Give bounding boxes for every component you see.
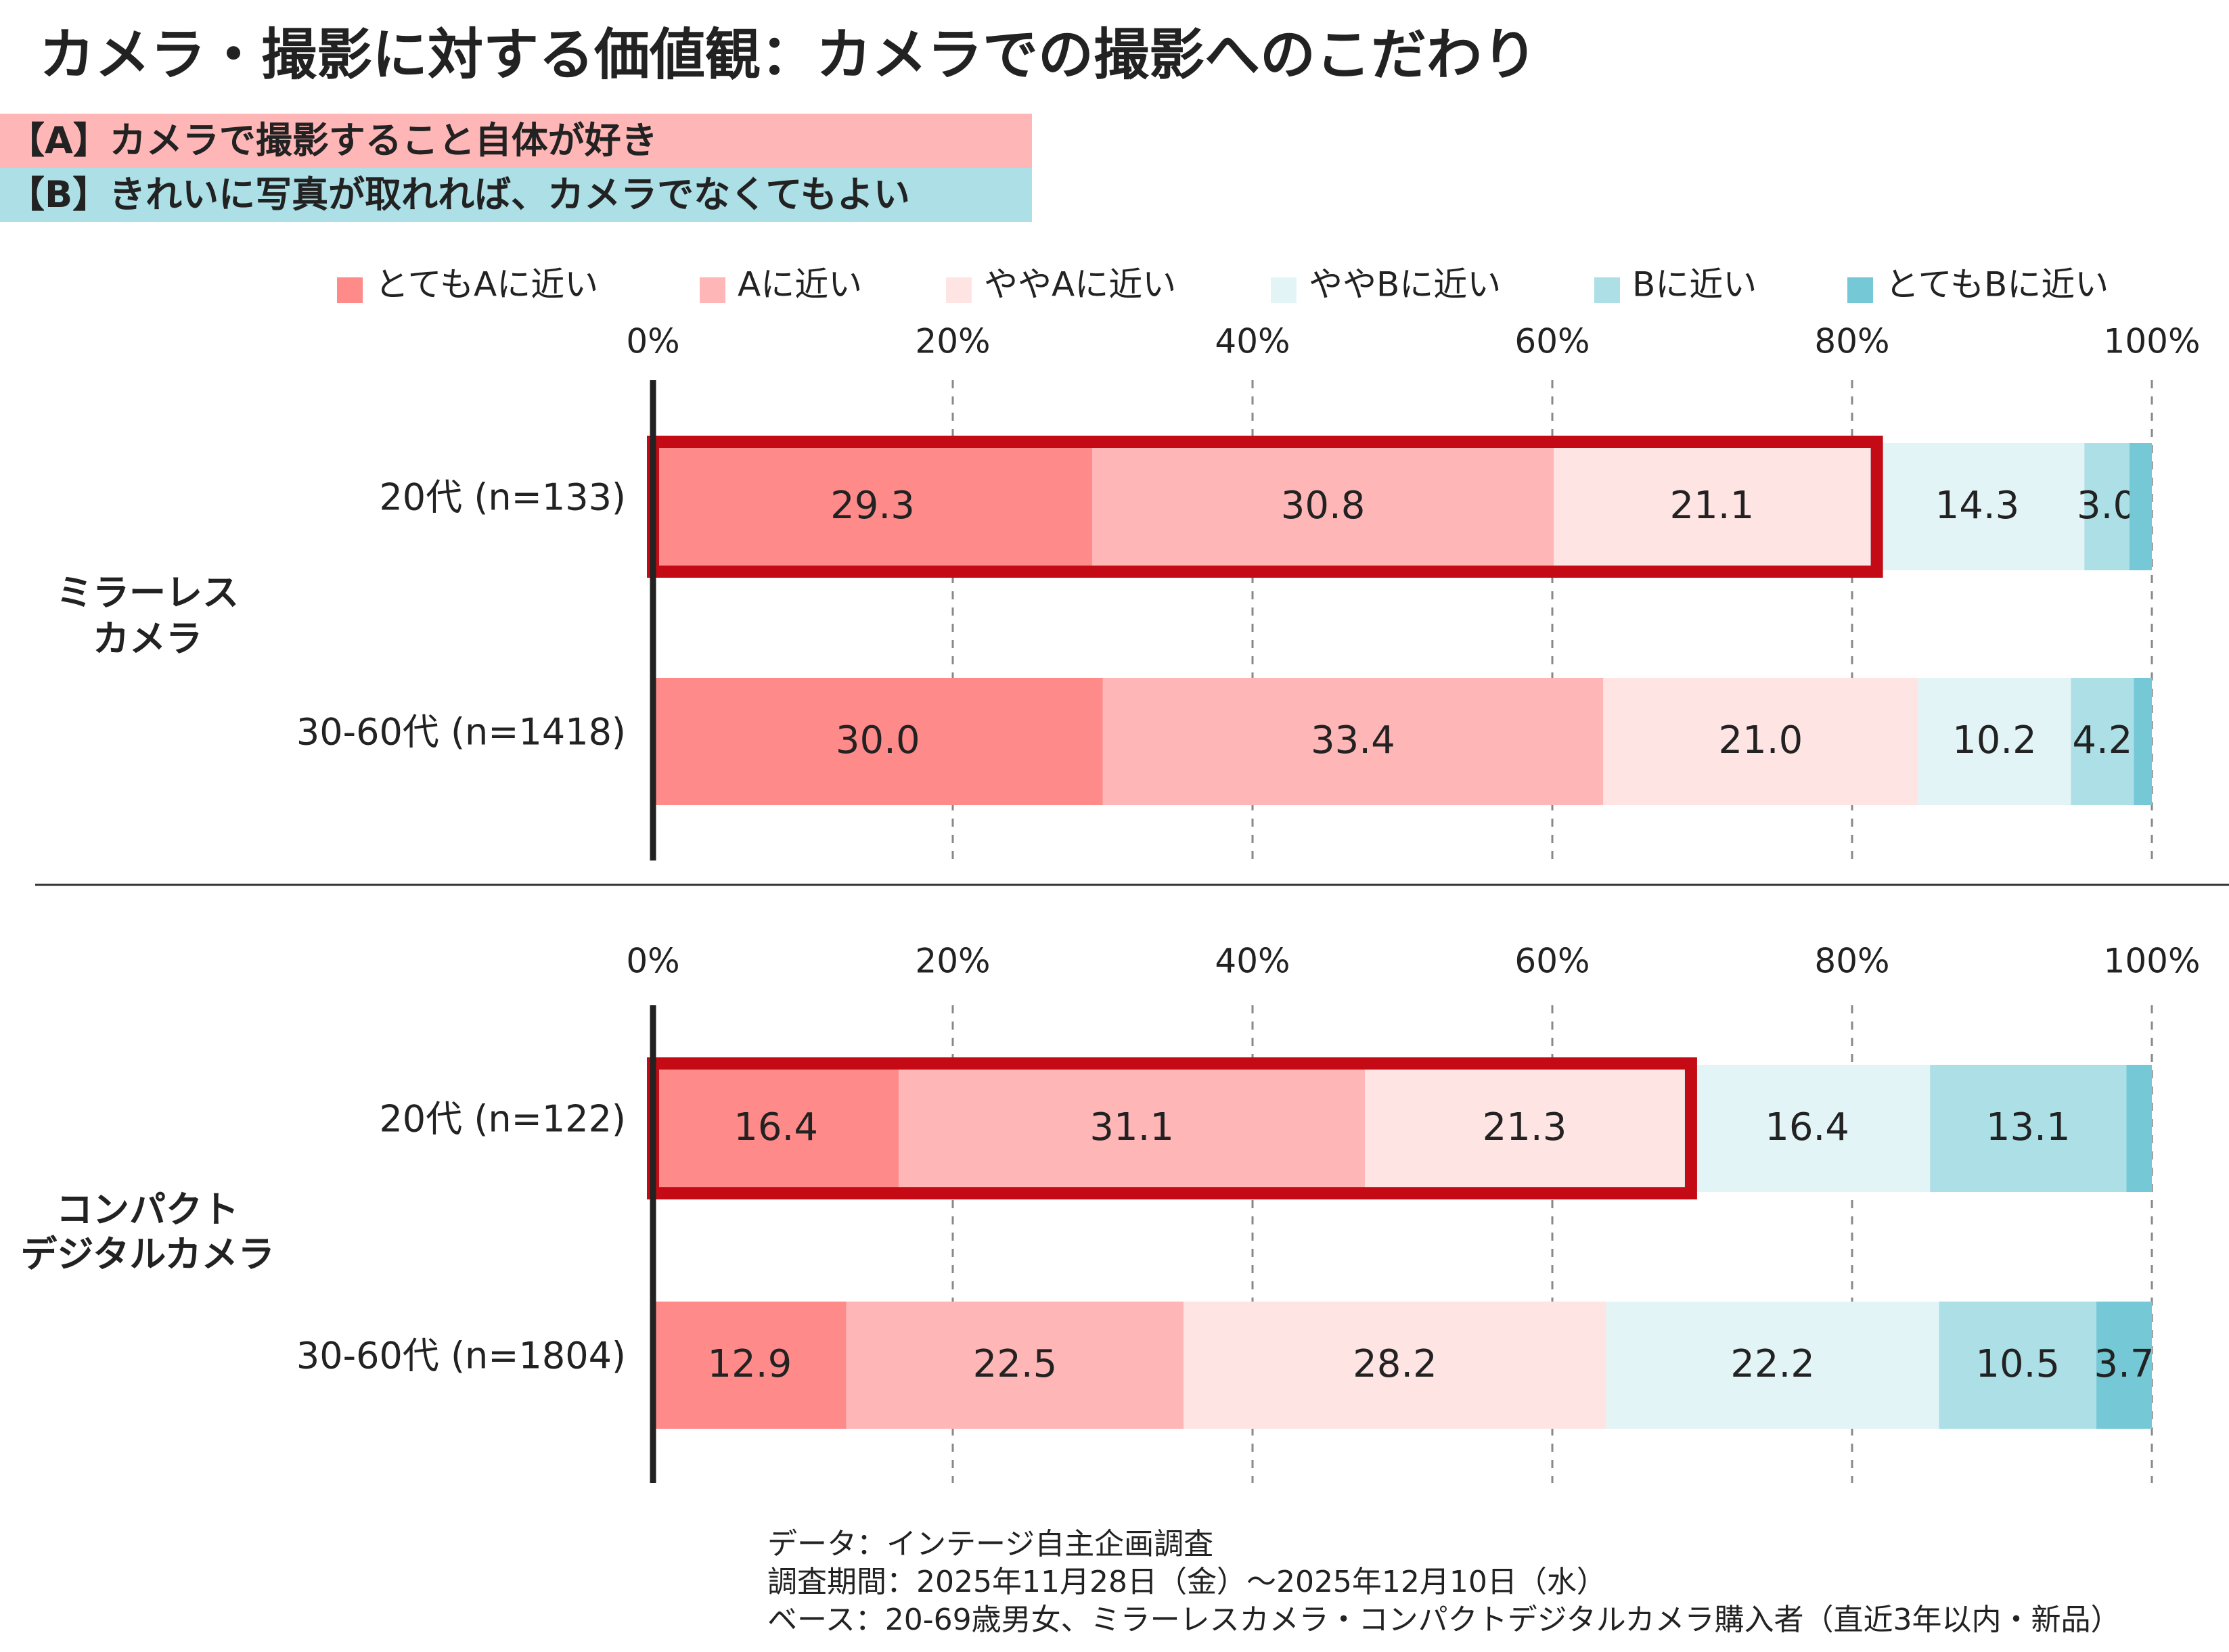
bar-segment-1-2-6 [2134, 678, 2152, 805]
bar-segment-2-1-6 [2126, 1065, 2152, 1192]
data-label-1-2-1: 30.0 [836, 718, 920, 762]
data-label-1-2-5: 4.2 [2072, 718, 2132, 762]
row-label-2-1: 20代 (n=122) [379, 1098, 626, 1141]
tick-label-2-3: 60% [1514, 942, 1590, 981]
group-label-1-line1: ミラーレス [56, 572, 239, 614]
data-label-2-2-6: 3.7 [2094, 1342, 2154, 1386]
group-label-2-line2: デジタルカメラ [20, 1233, 274, 1276]
bar-segment-1-2-5 [2071, 678, 2134, 805]
tick-label-2-1: 20% [915, 942, 990, 981]
data-label-2-2-5: 10.5 [1975, 1342, 2060, 1386]
row-label-1-2: 30-60代 (n=1418) [296, 711, 626, 754]
data-label-1-1-5: 3.0 [2077, 484, 2137, 528]
bar-segment-2-2-5 [1939, 1302, 2097, 1429]
bar-segment-2-2-3 [1184, 1302, 1606, 1429]
bar-segment-1-1-5 [2084, 443, 2130, 570]
tick-label-1-3: 60% [1514, 322, 1590, 361]
statement-b-band: 【B】きれいに写真が取れれば、カメラでなくてもよい [0, 168, 1032, 222]
bar-segment-1-1-1 [653, 443, 1092, 570]
bar-segment-2-1-1 [653, 1065, 899, 1192]
bar-segment-1-2-2 [1102, 678, 1604, 805]
data-label-1-1-3: 21.1 [1670, 484, 1755, 528]
legend-label-4: ややBに近い [1309, 265, 1501, 304]
note-data-source: データ：インテージ自主企画調査 [767, 1527, 1214, 1561]
data-label-1-2-2: 33.4 [1311, 718, 1395, 762]
data-label-2-2-1: 12.9 [708, 1342, 792, 1386]
legend-swatch-5 [1594, 277, 1620, 303]
group-label-2-line1: コンパクト [56, 1189, 239, 1231]
data-label-2-1-4: 16.4 [1765, 1105, 1849, 1149]
legend-swatch-4 [1271, 277, 1297, 303]
bar-segment-2-1-3 [1365, 1065, 1684, 1192]
row-label-1-1: 20代 (n=133) [379, 476, 626, 519]
bar-segment-2-1-5 [1930, 1065, 2127, 1192]
data-label-2-2-2: 22.5 [973, 1342, 1058, 1386]
tick-label-2-5: 100% [2104, 942, 2201, 981]
data-label-1-2-3: 21.0 [1719, 718, 1803, 762]
tick-label-2-0: 0% [626, 942, 679, 981]
legend-swatch-3 [946, 277, 972, 303]
tick-label-1-1: 20% [915, 322, 990, 361]
bar-segment-1-1-6 [2129, 443, 2152, 570]
bar-segment-1-2-1 [653, 678, 1103, 805]
legend-label-5: Bに近い [1632, 265, 1757, 304]
legend-swatch-1 [337, 277, 363, 303]
data-label-1-1-2: 30.8 [1281, 484, 1366, 528]
legend-label-6: とてもBに近い [1885, 265, 2109, 304]
tick-label-1-2: 40% [1215, 322, 1290, 361]
data-label-1-2-4: 10.2 [1952, 718, 2037, 762]
bar-segment-2-1-4 [1684, 1065, 1931, 1192]
bar-segment-1-2-3 [1603, 678, 1918, 805]
bar-segment-1-1-3 [1554, 443, 1870, 570]
statement-a-band: 【A】カメラで撮影すること自体が好き [0, 114, 1032, 168]
data-label-2-2-3: 28.2 [1353, 1342, 1437, 1386]
tick-label-2-2: 40% [1215, 942, 1290, 981]
data-label-1-1-1: 29.3 [830, 484, 915, 528]
data-label-2-1-5: 13.1 [1986, 1105, 2071, 1149]
bar-segment-1-2-4 [1918, 678, 2071, 805]
data-label-2-2-4: 22.2 [1730, 1342, 1815, 1386]
bar-segment-2-2-1 [653, 1302, 847, 1429]
note-survey-period: 調査期間：2025年11月28日（金）～2025年12月10日（水） [767, 1565, 1606, 1599]
row-label-2-2: 30-60代 (n=1804) [296, 1335, 626, 1377]
legend-label-3: ややAに近い [984, 265, 1176, 304]
legend-label-1: とてもAに近い [375, 265, 598, 304]
group-label-1-line2: カメラ [93, 618, 202, 660]
bar-segment-2-1-2 [899, 1065, 1366, 1192]
bar-segment-2-2-6 [2096, 1302, 2152, 1429]
legend-swatch-2 [700, 277, 725, 303]
bar-segment-2-2-4 [1606, 1302, 1939, 1429]
bar-segment-1-1-2 [1091, 443, 1554, 570]
bar-segment-1-1-4 [1870, 443, 2085, 570]
note-base: ベース：20-69歳男女、ミラーレスカメラ・コンパクトデジタルカメラ購入者（直近… [767, 1603, 2121, 1637]
tick-label-2-4: 80% [1814, 942, 1889, 981]
tick-label-1-5: 100% [2104, 322, 2201, 361]
bar-segment-2-2-2 [846, 1302, 1184, 1429]
legend-swatch-6 [1847, 277, 1873, 303]
tick-label-1-4: 80% [1814, 322, 1889, 361]
tick-label-1-0: 0% [626, 322, 679, 361]
legend-label-2: Aに近い [738, 265, 862, 304]
data-label-2-1-2: 31.1 [1089, 1105, 1174, 1149]
data-label-2-1-1: 16.4 [734, 1105, 818, 1149]
data-label-2-1-3: 21.3 [1483, 1105, 1567, 1149]
data-label-1-1-4: 14.3 [1935, 484, 2020, 528]
page-title: カメラ・撮影に対する価値観：カメラでの撮影へのこだわり [39, 23, 1538, 87]
